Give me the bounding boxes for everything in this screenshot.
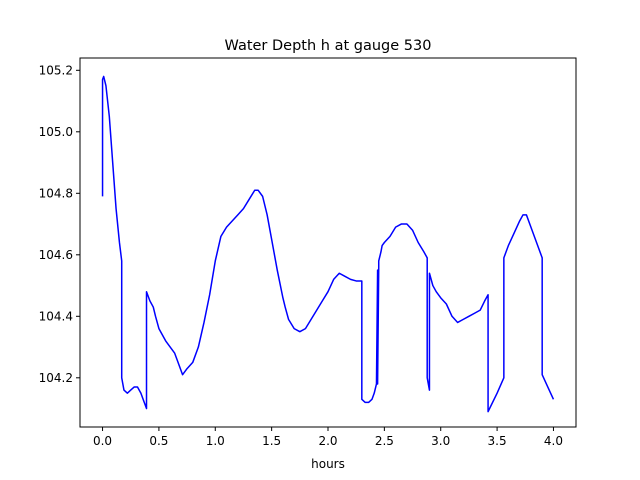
series-line-group — [101, 75, 555, 413]
x-tick-label: 1.0 — [206, 434, 225, 448]
y-tick-label: 105.2 — [39, 63, 73, 77]
x-axis-label: hours — [311, 457, 345, 471]
x-tick-label: 2.5 — [375, 434, 394, 448]
y-tick-label: 104.6 — [39, 248, 73, 262]
x-tick-label: 2.0 — [318, 434, 337, 448]
x-tick-label: 4.0 — [544, 434, 563, 448]
x-tick-label: 3.5 — [488, 434, 507, 448]
x-tick-label: 1.5 — [262, 434, 281, 448]
y-axis: 104.2 104.4 104.6 104.8 105.0 105.2 — [39, 63, 80, 385]
y-tick-label: 104.4 — [39, 309, 73, 323]
y-tick-label: 105.0 — [39, 125, 73, 139]
y-tick-label: 104.2 — [39, 371, 73, 385]
x-tick-label: 0.5 — [149, 434, 168, 448]
x-tick-label: 0.0 — [93, 434, 112, 448]
y-tick-label: 104.8 — [39, 186, 73, 200]
series-line — [101, 75, 555, 413]
chart-title: Water Depth h at gauge 530 — [225, 38, 432, 54]
x-axis: 0.0 0.5 1.0 1.5 2.0 2.5 3.0 3.5 4.0 — [93, 427, 563, 448]
x-tick-label: 3.0 — [431, 434, 450, 448]
